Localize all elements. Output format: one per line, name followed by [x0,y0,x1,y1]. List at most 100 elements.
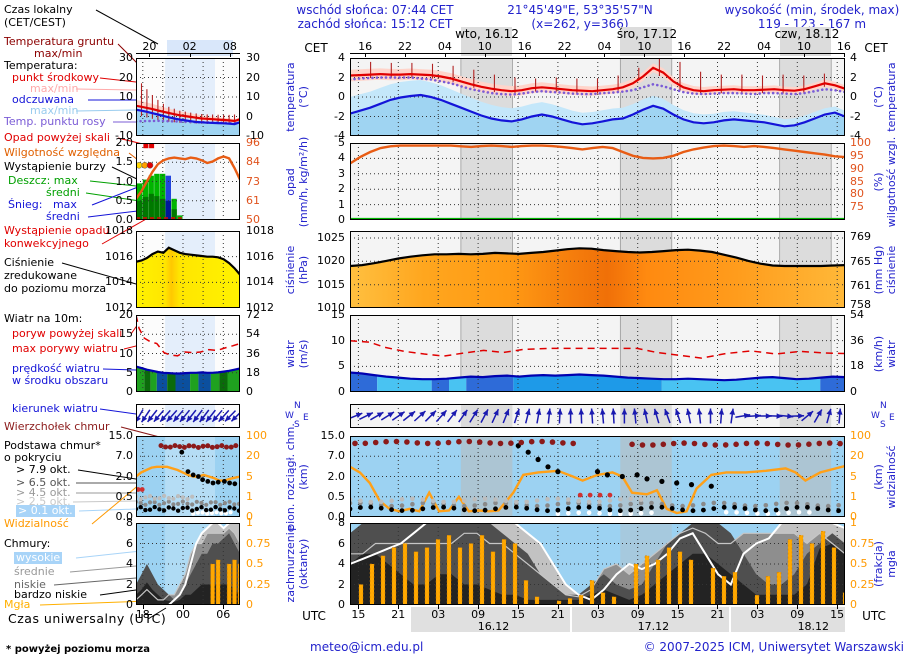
axis-tick-label: 0.25 [246,577,271,591]
copyright-text: © 2007-2025 ICM, Uniwersytet Warszawski [643,640,904,654]
axis-tick-mark [223,605,225,609]
axis-tick-mark [604,53,606,57]
axis-tick-label: 1012 [105,301,133,314]
axis-tick-mark [797,605,799,609]
panel-pressure-main [350,231,845,308]
panel-temperature-mini [136,58,240,136]
utc-tick-label: 15 [670,608,685,621]
cet-tick-label: 10 [796,40,811,53]
sidebar-label-8: max/min [30,104,79,117]
sidebar-label-36: Widzialność [4,517,69,530]
axis-tick-mark [677,605,679,609]
mini-utc-tick-label: 06 [216,608,231,621]
axis-tick-label: 36 [246,346,260,360]
sidebar-label-14: średni [46,186,80,199]
panel-cloud-extent-main [350,436,845,517]
axis-tick-label: 6 [338,536,345,550]
axis-tick-label: 1.5 [115,155,134,169]
day-label-1: śro, 17.12 [616,27,678,41]
mini-top-band [167,40,233,56]
sidebar-label-2: Temperatura gruntu [4,35,115,48]
axis-tick-label: 0.75 [246,536,271,550]
utc-tick-label: 21 [710,608,725,621]
axis-tick-label: 96 [246,136,260,149]
sidebar-label-29: Podstawa chmur* [4,439,101,452]
axis-tick-label: 1 [850,516,857,529]
sidebar-label-6: max/min [30,82,79,95]
sidebar-label-26: w środku obszaru [12,374,109,387]
axis-tick-mark [229,53,231,57]
elevation-label: wysokość (min, środek, max) [724,3,900,17]
axis-tick-mark [478,605,480,609]
axis-tick-label: 15.0 [320,429,346,442]
axis-tick-label: 95 [850,148,864,162]
cet-tick-label: 16 [836,40,851,53]
axis-tick-label: 1014 [246,275,274,289]
sidebar-label-24: max porywy wiatru [12,342,118,355]
axis-tick-label: 5 [246,469,253,483]
mini-cet-tick-label: 20 [142,40,157,53]
axis-tick-label: 7.0 [115,449,134,463]
sidebar-label-17: Wystąpienie opadu [4,224,110,237]
axis-tick-label: 4 [338,51,345,64]
axis-tick-label: 0 [338,385,345,398]
axis-tick-label: 10 [331,333,345,347]
sidebar-label-35: > 0.1 okt. [16,504,75,517]
axis-tick-label: 769 [850,229,871,243]
axis-tick-label: 1 [338,197,345,211]
axis-tick-label: 85 [850,174,864,188]
day-label-2: czw, 18.12 [774,27,840,41]
axis-tick-label: 1018 [246,224,274,237]
axis-tick-label: 0.75 [850,536,875,550]
sidebar-label-0: Czas lokalny [4,3,73,16]
utc-tick-label: 09 [790,608,805,621]
axis-tick-label: 1 [850,489,857,503]
axis-tick-label: 36 [850,333,864,347]
email-link[interactable]: meteo@icm.edu.pl [310,640,424,654]
axis-tick-label: 4 [338,557,345,570]
axis-tick-label: 2 [126,577,133,591]
utc-tick-label: 09 [471,608,486,621]
axis-tick-label: 0 [338,90,345,103]
top-day-band [620,27,672,56]
cet-tick-label: 04 [437,40,452,53]
cet-tick-label: 22 [397,40,412,53]
sidebar-label-40: niskie [14,578,46,591]
axis-tick-label: 18 [246,365,260,379]
axis-tick-mark [843,53,845,57]
axis-tick-label: 5 [850,469,857,483]
date-label-1: 17.12 [637,620,670,633]
axis-tick-label: 5 [338,359,345,373]
axis-tick-label: -10 [115,129,133,142]
panel-precipitation-main [350,143,845,220]
axis-tick-label: 0.5 [115,193,134,207]
bottom-day-band [411,607,570,632]
utc-tick-label: 15 [351,608,366,621]
axis-tick-label: 0 [126,385,133,398]
axis-tick-label: 20 [119,70,133,84]
panel-wind-main [350,315,845,392]
axis-tick-mark [518,605,519,609]
axis-tick-label: 0.25 [850,577,875,591]
sidebar-label-42: Mgła [4,598,31,611]
axis-tick-label: 2.0 [115,136,134,149]
sidebar-label-20: zredukowane [4,269,77,282]
axis-tick-mark [524,53,526,57]
utc-label-left: UTC [302,609,326,623]
axis-tick-mark [837,605,839,609]
panel-wind-mini [136,315,240,392]
axis-tick-label: 0.5 [246,557,264,570]
axis-tick-label: 0 [246,598,253,611]
axis-tick-label: 5 [338,136,345,149]
cet-tick-label: 16 [358,40,373,53]
axis-tick-mark [398,605,400,609]
axis-tick-label: 30 [246,51,260,64]
panel-wind-direction-mini [136,404,240,428]
sidebar-label-19: Ciśnienie [4,256,55,269]
axis-tick-label: 4 [338,151,345,165]
mini-cet-tick-label: 02 [182,40,197,53]
sidebar-label-32: > 6.5 okt. [16,476,71,489]
mini-utc-tick-label: 00 [176,608,190,621]
axis-tick-label: 6 [126,536,133,550]
axis-tick-label: 20 [850,449,864,463]
